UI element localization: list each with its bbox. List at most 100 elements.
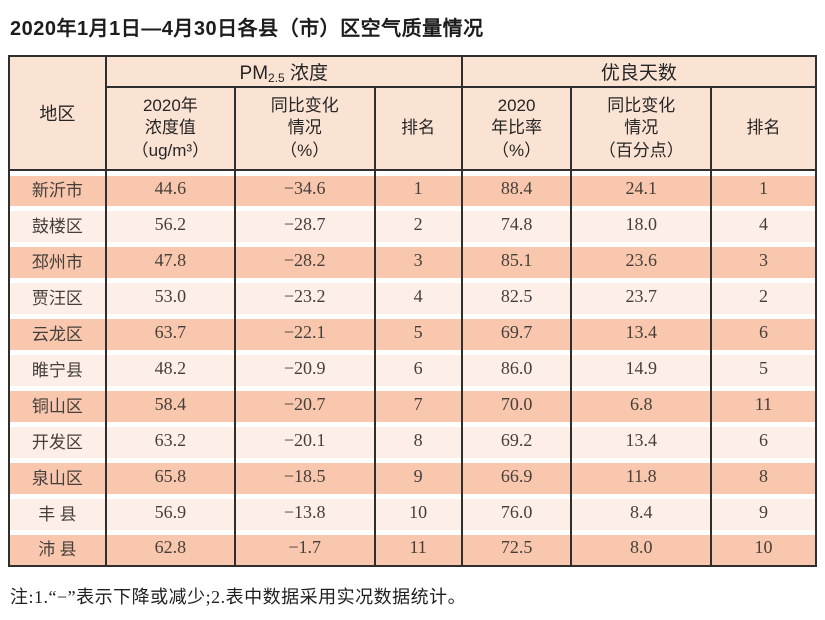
pm-rank: 3: [373, 242, 462, 278]
column-group-pm25: PM2.5 浓度: [104, 56, 462, 88]
page-title: 2020年1月1日—4月30日各县（市）区空气质量情况: [10, 18, 484, 40]
pm-value: 58.4: [104, 386, 235, 422]
pm-rank: 10: [373, 494, 462, 530]
table-row: 贾汪区 53.0 −23.2 4 82.5 23.7 2: [8, 278, 816, 314]
days-ratio: 74.8: [460, 206, 572, 242]
column-header-days-rank: 排名: [710, 87, 816, 171]
pm-rank: 11: [373, 530, 462, 566]
pm-value: 63.7: [104, 314, 235, 350]
table-body: 新沂市 44.6 −34.6 1 88.4 24.1 1 鼓楼区 56.2 −2…: [8, 170, 816, 566]
days-ratio: 76.0: [460, 494, 572, 530]
table-row: 丰 县 56.9 −13.8 10 76.0 8.4 9: [8, 494, 816, 530]
days-ratio: 86.0: [460, 350, 572, 386]
region-name: 新沂市: [8, 170, 106, 206]
table-row: 铜山区 58.4 −20.7 7 70.0 6.8 11: [8, 386, 816, 422]
pm-value: 56.2: [104, 206, 235, 242]
days-change: 23.7: [570, 278, 712, 314]
column-header-pm-rank: 排名: [373, 87, 462, 171]
days-rank: 9: [710, 494, 816, 530]
pm-value: 53.0: [104, 278, 235, 314]
region-name: 铜山区: [8, 386, 106, 422]
table-footnote: 注:1.“−”表示下降或减少;2.表中数据采用实况数据统计。: [10, 587, 467, 607]
region-name: 云龙区: [8, 314, 106, 350]
days-change: 14.9: [570, 350, 712, 386]
days-rank: 1: [710, 170, 816, 206]
table-row: 鼓楼区 56.2 −28.7 2 74.8 18.0 4: [8, 206, 816, 242]
column-group-good-days: 优良天数: [460, 56, 816, 88]
pm-rank: 8: [373, 422, 462, 458]
days-change: 6.8: [570, 386, 712, 422]
days-change: 13.4: [570, 422, 712, 458]
pm-value: 48.2: [104, 350, 235, 386]
pm-change: −28.2: [233, 242, 375, 278]
days-change: 8.4: [570, 494, 712, 530]
pm-rank: 2: [373, 206, 462, 242]
days-change: 23.6: [570, 242, 712, 278]
pm-rank: 7: [373, 386, 462, 422]
pm25-label-suffix: 浓度: [284, 63, 328, 84]
region-name: 泉山区: [8, 458, 106, 494]
region-name: 贾汪区: [8, 278, 106, 314]
days-ratio: 72.5: [460, 530, 572, 566]
table-row: 新沂市 44.6 −34.6 1 88.4 24.1 1: [8, 170, 816, 206]
pm-rank: 9: [373, 458, 462, 494]
region-name: 沛 县: [8, 530, 106, 566]
pm-rank: 6: [373, 350, 462, 386]
days-change: 24.1: [570, 170, 712, 206]
days-rank: 5: [710, 350, 816, 386]
pm-change: −34.6: [233, 170, 375, 206]
column-header-pm-value: 2020年 浓度值 （ug/m³）: [104, 87, 235, 171]
pm-value: 65.8: [104, 458, 235, 494]
pm-value: 62.8: [104, 530, 235, 566]
pm-change: −18.5: [233, 458, 375, 494]
pm-change: −20.1: [233, 422, 375, 458]
days-change: 18.0: [570, 206, 712, 242]
region-name: 睢宁县: [8, 350, 106, 386]
group-header-row: 地区 PM2.5 浓度 优良天数: [8, 56, 816, 171]
table-row: 邳州市 47.8 −28.2 3 85.1 23.6 3: [8, 242, 816, 278]
table-row: 泉山区 65.8 −18.5 9 66.9 11.8 8: [8, 458, 816, 494]
days-ratio: 85.1: [460, 242, 572, 278]
pm25-label-prefix: PM: [239, 63, 269, 84]
table-row: 睢宁县 48.2 −20.9 6 86.0 14.9 5: [8, 350, 816, 386]
pm-change: −13.8: [233, 494, 375, 530]
days-ratio: 88.4: [460, 170, 572, 206]
pm-value: 56.9: [104, 494, 235, 530]
region-name: 鼓楼区: [8, 206, 106, 242]
table-row: 开发区 63.2 −20.1 8 69.2 13.4 6: [8, 422, 816, 458]
region-name: 开发区: [8, 422, 106, 458]
pm-change: −22.1: [233, 314, 375, 350]
days-ratio: 66.9: [460, 458, 572, 494]
days-change: 8.0: [570, 530, 712, 566]
region-name: 邳州市: [8, 242, 106, 278]
region-name: 丰 县: [8, 494, 106, 530]
pm-rank: 4: [373, 278, 462, 314]
column-header-days-change: 同比变化 情况 （百分点）: [570, 87, 712, 171]
days-rank: 10: [710, 530, 816, 566]
pm-change: −20.9: [233, 350, 375, 386]
sub-header-row: 2020年 浓度值 （ug/m³） 同比变化 情况 （%） 排名 2020 年比…: [9, 87, 816, 171]
days-rank: 2: [710, 278, 816, 314]
pm-change: −23.2: [233, 278, 375, 314]
pm-value: 63.2: [104, 422, 235, 458]
days-ratio: 70.0: [460, 386, 572, 422]
days-change: 13.4: [570, 314, 712, 350]
table-row: 云龙区 63.7 −22.1 5 69.7 13.4 6: [8, 314, 816, 350]
days-rank: 4: [710, 206, 816, 242]
days-change: 11.8: [570, 458, 712, 494]
pm-change: −1.7: [233, 530, 375, 566]
column-header-region: 地区: [8, 56, 106, 171]
pm-change: −28.7: [233, 206, 375, 242]
pm-value: 47.8: [104, 242, 235, 278]
pm-rank: 1: [373, 170, 462, 206]
days-rank: 6: [710, 422, 816, 458]
days-rank: 6: [710, 314, 816, 350]
days-ratio: 82.5: [460, 278, 572, 314]
pm-change: −20.7: [233, 386, 375, 422]
days-rank: 11: [710, 386, 816, 422]
air-quality-table: 地区 PM2.5 浓度 优良天数 2020年 浓度值 （ug/m³） 同比变化 …: [8, 55, 817, 567]
pm-rank: 5: [373, 314, 462, 350]
days-ratio: 69.7: [460, 314, 572, 350]
days-ratio: 69.2: [460, 422, 572, 458]
